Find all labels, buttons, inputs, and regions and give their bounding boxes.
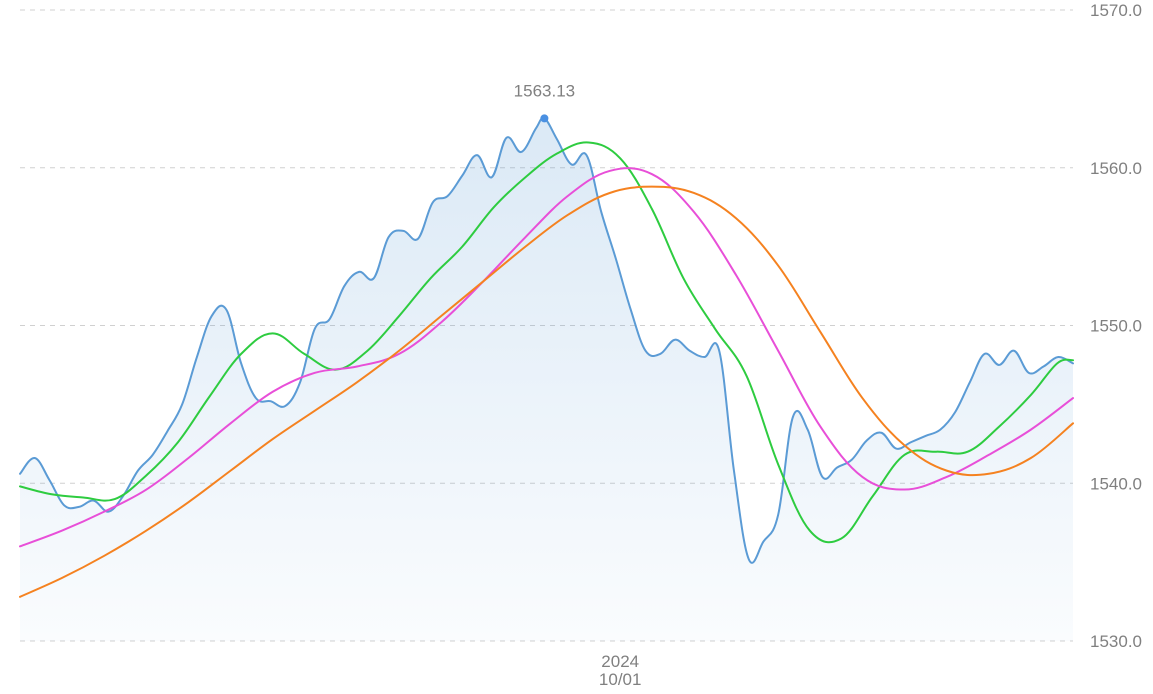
- peak-marker-dot: [540, 114, 548, 122]
- y-axis-label: 1550.0: [1090, 317, 1142, 336]
- y-axis-label: 1530.0: [1090, 632, 1142, 651]
- peak-marker-label: 1563.13: [514, 81, 575, 100]
- y-axis-label: 1540.0: [1090, 474, 1142, 493]
- x-axis-label-date: 10/01: [599, 670, 642, 689]
- y-axis-label: 1560.0: [1090, 159, 1142, 178]
- series-area-price: [20, 118, 1073, 641]
- price-chart: 1530.0 1540.0 1550.0 1560.0 1570.0 1563.13 202…: [0, 0, 1153, 694]
- chart-canvas: 1530.0 1540.0 1550.0 1560.0 1570.0 1563.13 202…: [0, 0, 1153, 694]
- y-axis-label: 1570.0: [1090, 1, 1142, 20]
- x-axis-label-year: 2024: [601, 652, 639, 671]
